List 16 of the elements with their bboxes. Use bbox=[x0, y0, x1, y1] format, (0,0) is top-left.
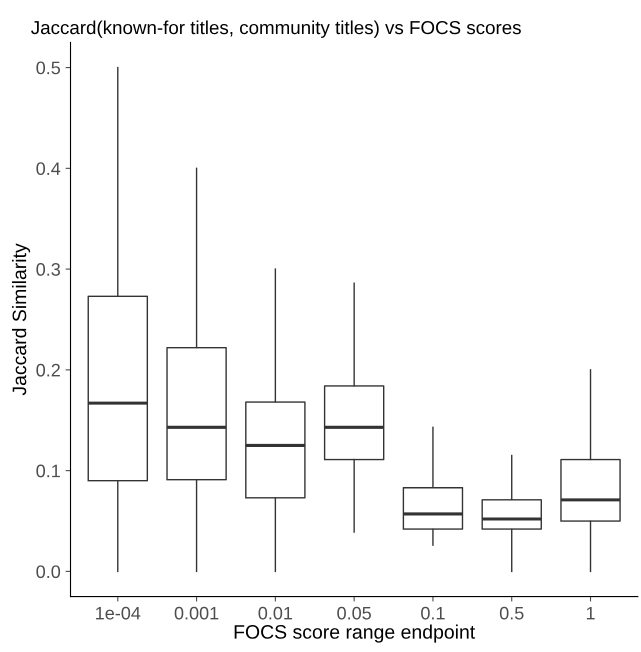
y-tick-label: 0.0 bbox=[36, 565, 60, 578]
y-tick-label: 0.5 bbox=[36, 62, 60, 74]
y-tick-label: 0.1 bbox=[36, 464, 60, 478]
y-axis-title: Jaccard Similarity bbox=[12, 243, 30, 396]
x-tick-label: 0.01 bbox=[258, 606, 292, 620]
x-tick-label: 1e-04 bbox=[96, 606, 140, 620]
y-tick-label: 0.3 bbox=[36, 263, 60, 276]
x-axis-title: FOCS score range endpoint bbox=[234, 624, 476, 643]
x-tick-label: 0.1 bbox=[421, 606, 445, 620]
y-tick-label: 0.4 bbox=[36, 162, 60, 176]
chart-title: Jaccard(known-for titles, community titles) vs FOCS scores bbox=[31, 20, 521, 38]
x-tick-label: 0.05 bbox=[337, 606, 371, 620]
x-tick-label: 0.5 bbox=[500, 606, 524, 620]
x-tick-label: 0.001 bbox=[174, 606, 218, 620]
y-tick-label: 0.2 bbox=[36, 364, 60, 377]
x-tick-label: 1 bbox=[586, 606, 595, 620]
